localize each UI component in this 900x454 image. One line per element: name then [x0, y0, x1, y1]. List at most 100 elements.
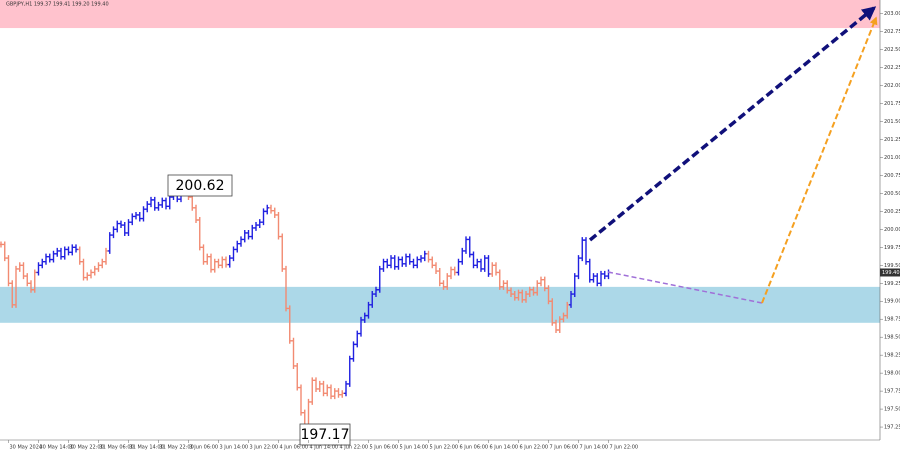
price-bar [520, 289, 525, 303]
x-tick-label: 4 Jun 22:00 [340, 445, 369, 451]
price-bar [426, 250, 431, 263]
price-bar [441, 280, 446, 290]
price-bar [419, 255, 423, 263]
price-bar [235, 240, 240, 253]
price-bar [411, 258, 416, 269]
x-tick-label: 7 Jun 22:00 [610, 445, 639, 451]
price-bar [51, 250, 56, 263]
price-bar [160, 197, 165, 208]
y-tick-label: 201.50 [884, 119, 900, 125]
price-bar [190, 193, 195, 211]
y-tick-label: 200.75 [884, 173, 900, 179]
price-bar [242, 229, 247, 243]
price-bar [156, 201, 161, 211]
price-bar [291, 337, 296, 369]
price-bar [437, 268, 442, 287]
zone [0, 0, 880, 29]
price-bar [404, 253, 408, 267]
price-bar [606, 269, 611, 280]
y-tick-label: 198.00 [884, 371, 900, 377]
price-bar [81, 258, 86, 281]
price-bar [85, 272, 90, 281]
price-bar [572, 273, 577, 298]
price-bar [452, 266, 457, 276]
price-bar [25, 273, 30, 287]
price-bar [2, 241, 7, 262]
annotation: 200.62 [176, 178, 225, 194]
price-bar [224, 256, 228, 268]
price-bar [542, 276, 547, 292]
price-bar [546, 285, 551, 305]
price-bar [6, 255, 11, 287]
x-tick-label: 30 May 22:00 [70, 445, 104, 451]
y-tick-label: 200.00 [884, 227, 900, 233]
price-bar [77, 246, 82, 265]
price-bar [130, 213, 135, 226]
price-bar [21, 262, 26, 280]
price-bar [377, 265, 382, 293]
annotation: 197.17 [301, 427, 350, 443]
price-bar [149, 196, 153, 208]
price-bar [197, 217, 202, 251]
price-bar [92, 265, 97, 276]
price-bar [201, 244, 206, 265]
forecast-arrow [761, 16, 878, 304]
price-bar [445, 273, 450, 290]
price-bar [332, 388, 337, 400]
price-bar [389, 255, 393, 269]
price-bar [509, 287, 513, 298]
price-bar [550, 298, 555, 326]
price-bar [385, 258, 390, 269]
x-tick-label: 31 May 06:00 [100, 445, 134, 451]
x-tick-label: 6 Jun 06:00 [460, 445, 489, 451]
price-bar [584, 237, 588, 265]
price-bar [276, 211, 281, 240]
y-tick-label: 198.50 [884, 335, 900, 341]
price-bar [576, 255, 581, 280]
price-bar [535, 280, 540, 296]
price-bar [505, 280, 510, 294]
price-bar [471, 251, 476, 269]
x-tick-label: 7 Jun 06:00 [550, 445, 579, 451]
price-bar [59, 247, 63, 260]
price-bar [587, 258, 592, 283]
y-tick-label: 202.50 [884, 47, 900, 53]
price-bar [14, 265, 18, 308]
price-bar [164, 197, 168, 210]
price-bar [107, 232, 112, 254]
y-tick-label: 200.25 [884, 209, 900, 215]
y-tick-label: 201.75 [884, 101, 900, 107]
price-label-box [880, 268, 900, 277]
zone [0, 286, 880, 323]
y-tick-label: 200.50 [884, 191, 900, 197]
price-bar [602, 270, 607, 280]
price-bar [467, 236, 472, 258]
price-bar [122, 222, 127, 236]
price-bar [321, 380, 326, 397]
price-bar [434, 262, 438, 275]
x-tick-label: 31 May 22:00 [160, 445, 194, 451]
price-bar [265, 204, 270, 215]
price-bar [145, 201, 150, 213]
price-bar [261, 208, 266, 226]
price-bar [66, 246, 71, 256]
price-bar [497, 269, 502, 290]
x-tick-label: 3 Jun 14:00 [220, 445, 249, 451]
price-bar [89, 269, 93, 279]
price-bar [287, 305, 292, 344]
price-bar [591, 273, 596, 283]
price-bar [134, 211, 138, 220]
price-bar [62, 246, 67, 260]
price-bar [250, 224, 255, 240]
forecast-path [607, 271, 763, 304]
price-bar [280, 233, 285, 272]
price-bar [595, 273, 600, 287]
price-bar [310, 377, 315, 405]
y-tick-label: 198.25 [884, 353, 900, 359]
price-bar [599, 270, 603, 287]
y-tick-label: 199.00 [884, 299, 900, 305]
price-bar [482, 255, 487, 272]
x-tick-label: 30 May 2024 [10, 445, 43, 451]
price-bar [396, 256, 401, 270]
